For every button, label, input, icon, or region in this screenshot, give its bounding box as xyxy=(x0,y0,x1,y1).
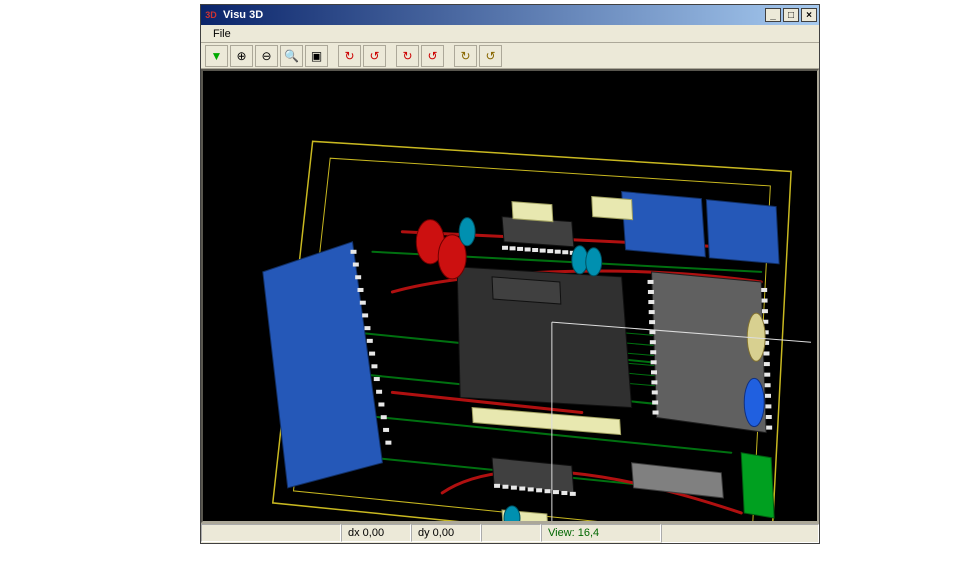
rotate-x-plus-icon[interactable]: ↻ xyxy=(338,45,361,67)
viewport-3d[interactable] xyxy=(201,69,819,523)
statusbar: dx 0,00 dy 0,00 View: 16,4 xyxy=(201,523,819,543)
cap-cyan3 xyxy=(586,248,602,276)
header-gray-bot xyxy=(632,463,724,498)
relay-blue1 xyxy=(622,192,706,257)
zoom-in-icon[interactable]: ⊕ xyxy=(230,45,253,67)
rotate-z-minus-icon[interactable]: ↺ xyxy=(479,45,502,67)
menubar: File xyxy=(201,25,819,43)
app-icon: 3D xyxy=(203,7,219,23)
rotate-z-plus-icon[interactable]: ↻ xyxy=(454,45,477,67)
connector-db25 xyxy=(263,242,383,488)
titlebar[interactable]: 3D Visu 3D _ □ × xyxy=(201,5,819,25)
zoom-out-icon[interactable]: ⊖ xyxy=(255,45,278,67)
window-controls: _ □ × xyxy=(765,8,817,22)
rotate-x-minus-icon[interactable]: ↺ xyxy=(363,45,386,67)
header-cream1 xyxy=(592,197,633,220)
toolbar: ▼⊕⊖🔍▣↻↺↻↺↻↺ xyxy=(201,43,819,69)
scene-3d-render xyxy=(203,71,817,521)
status-gap xyxy=(481,524,541,542)
cap-blue1 xyxy=(744,378,764,426)
menu-file[interactable]: File xyxy=(207,27,237,41)
arrow-down-icon[interactable]: ▼ xyxy=(205,45,228,67)
maximize-button[interactable]: □ xyxy=(783,8,799,22)
window-title: Visu 3D xyxy=(223,9,765,21)
app-window: 3D Visu 3D _ □ × File ▼⊕⊖🔍▣↻↺↻↺↻↺ dx 0,0… xyxy=(200,4,820,544)
zoom-icon[interactable]: 🔍 xyxy=(280,45,303,67)
rotate-y-minus-icon[interactable]: ↺ xyxy=(421,45,444,67)
status-dy: dy 0,00 xyxy=(411,524,481,542)
header-cream2 xyxy=(512,202,553,222)
status-spacer xyxy=(661,524,819,543)
led-green1 xyxy=(741,453,774,518)
cap-cyan4 xyxy=(504,506,520,521)
status-dx: dx 0,00 xyxy=(341,524,411,542)
rotate-y-plus-icon[interactable]: ↻ xyxy=(396,45,419,67)
zoom-window-icon[interactable]: ▣ xyxy=(305,45,328,67)
ic-so-top2 xyxy=(492,277,561,304)
minimize-button[interactable]: _ xyxy=(765,8,781,22)
cap-cyan1 xyxy=(459,218,475,246)
ic-so-top1 xyxy=(502,217,574,247)
status-blank xyxy=(201,524,341,542)
status-view: View: 16,4 xyxy=(541,524,661,542)
ic-so-top-pins xyxy=(502,246,576,255)
res-cream1 xyxy=(472,407,621,434)
close-button[interactable]: × xyxy=(801,8,817,22)
relay-blue2 xyxy=(706,200,779,264)
